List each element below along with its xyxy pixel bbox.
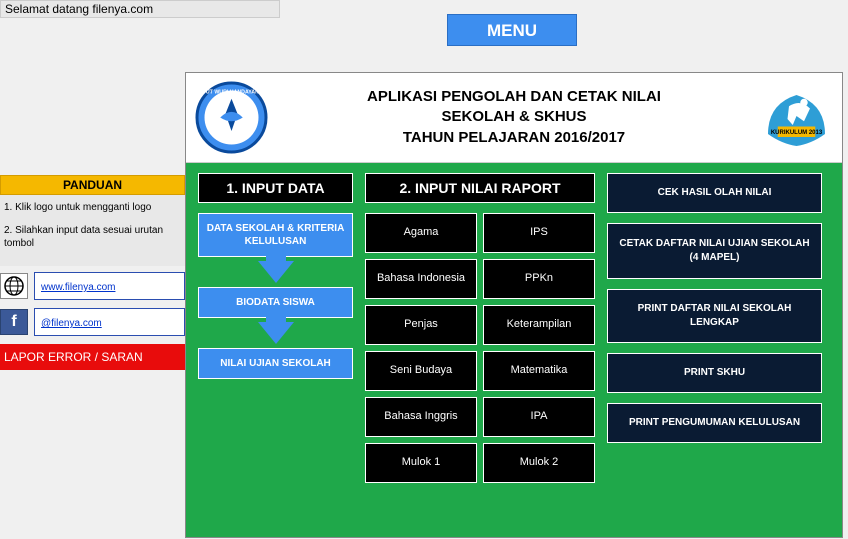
svg-text:TUT WURI HANDAYANI: TUT WURI HANDAYANI <box>203 90 261 96</box>
title-line2: SEKOLAH & SKHUS <box>277 107 751 127</box>
subject-bahasa-indonesia[interactable]: Bahasa Indonesia <box>365 259 477 299</box>
nilai-ujian-button[interactable]: NILAI UJIAN SEKOLAH <box>198 348 353 379</box>
print-daftar-button[interactable]: PRINT DAFTAR NILAI SEKOLAH LENGKAP <box>607 289 822 343</box>
link-row-www: www.filenya.com <box>0 272 185 300</box>
title-line1: APLIKASI PENGOLAH DAN CETAK NILAI <box>277 87 751 107</box>
subject-agama[interactable]: Agama <box>365 213 477 253</box>
fb-link[interactable]: @filenya.com <box>41 318 102 329</box>
cetak-daftar-button[interactable]: CETAK DAFTAR NILAI UJIAN SEKOLAH (4 MAPE… <box>607 223 822 279</box>
link-box-www[interactable]: www.filenya.com <box>34 272 185 300</box>
cek-hasil-button[interactable]: CEK HASIL OLAH NILAI <box>607 173 822 213</box>
arrow-down-icon <box>258 322 294 344</box>
print-pengumuman-button[interactable]: PRINT PENGUMUMAN KELULUSAN <box>607 403 822 443</box>
subject-mulok1[interactable]: Mulok 1 <box>365 443 477 483</box>
links-section: www.filenya.com f @filenya.com <box>0 272 185 336</box>
title-block: APLIKASI PENGOLAH DAN CETAK NILAI SEKOLA… <box>277 87 751 148</box>
subject-ipa[interactable]: IPA <box>483 397 595 437</box>
subject-matematika[interactable]: Matematika <box>483 351 595 391</box>
section-header-2: 2. INPUT NILAI RAPORT <box>365 173 595 203</box>
subject-penjas[interactable]: Penjas <box>365 305 477 345</box>
panduan-header: PANDUAN <box>0 175 185 195</box>
main-panel: TUT WURI HANDAYANI APLIKASI PENGOLAH DAN… <box>185 72 843 538</box>
logo-kurikulum-icon: KURIKULUM 2013 <box>759 80 834 155</box>
www-icon <box>0 273 28 299</box>
panduan-body: 1. Klik logo untuk mengganti logo 2. Sil… <box>0 195 185 266</box>
arrow-down-icon <box>258 261 294 283</box>
section-header-1: 1. INPUT DATA <box>198 173 353 203</box>
column-input-nilai: 2. INPUT NILAI RAPORT Agama IPS Bahasa I… <box>365 173 595 527</box>
www-link[interactable]: www.filenya.com <box>41 282 115 293</box>
subject-bahasa-inggris[interactable]: Bahasa Inggris <box>365 397 477 437</box>
welcome-bar: Selamat datang filenya.com <box>0 0 280 18</box>
green-area: 1. INPUT DATA DATA SEKOLAH & KRITERIA KE… <box>186 163 842 537</box>
link-box-fb[interactable]: @filenya.com <box>34 308 185 336</box>
subject-seni-budaya[interactable]: Seni Budaya <box>365 351 477 391</box>
lapor-error-button[interactable]: LAPOR ERROR / SARAN <box>0 344 185 370</box>
header-row: TUT WURI HANDAYANI APLIKASI PENGOLAH DAN… <box>186 73 842 163</box>
title-line3: TAHUN PELAJARAN 2016/2017 <box>277 128 751 148</box>
facebook-icon: f <box>0 309 28 335</box>
subject-grid: Agama IPS Bahasa Indonesia PPKn Penjas K… <box>365 213 595 483</box>
sidebar: PANDUAN 1. Klik logo untuk mengganti log… <box>0 175 185 370</box>
subject-ppkn[interactable]: PPKn <box>483 259 595 299</box>
column-input-data: 1. INPUT DATA DATA SEKOLAH & KRITERIA KE… <box>198 173 353 527</box>
subject-mulok2[interactable]: Mulok 2 <box>483 443 595 483</box>
svg-text:KURIKULUM 2013: KURIKULUM 2013 <box>771 130 823 136</box>
column-output: CEK HASIL OLAH NILAI CETAK DAFTAR NILAI … <box>607 173 822 527</box>
menu-button[interactable]: MENU <box>447 14 577 46</box>
subject-ips[interactable]: IPS <box>483 213 595 253</box>
panduan-item: 2. Silahkan input data sesuai urutan tom… <box>4 224 181 250</box>
print-skhu-button[interactable]: PRINT SKHU <box>607 353 822 393</box>
subject-keterampilan[interactable]: Keterampilan <box>483 305 595 345</box>
panduan-item: 1. Klik logo untuk mengganti logo <box>4 201 181 214</box>
link-row-fb: f @filenya.com <box>0 308 185 336</box>
logo-tut-wuri-icon[interactable]: TUT WURI HANDAYANI <box>194 80 269 155</box>
